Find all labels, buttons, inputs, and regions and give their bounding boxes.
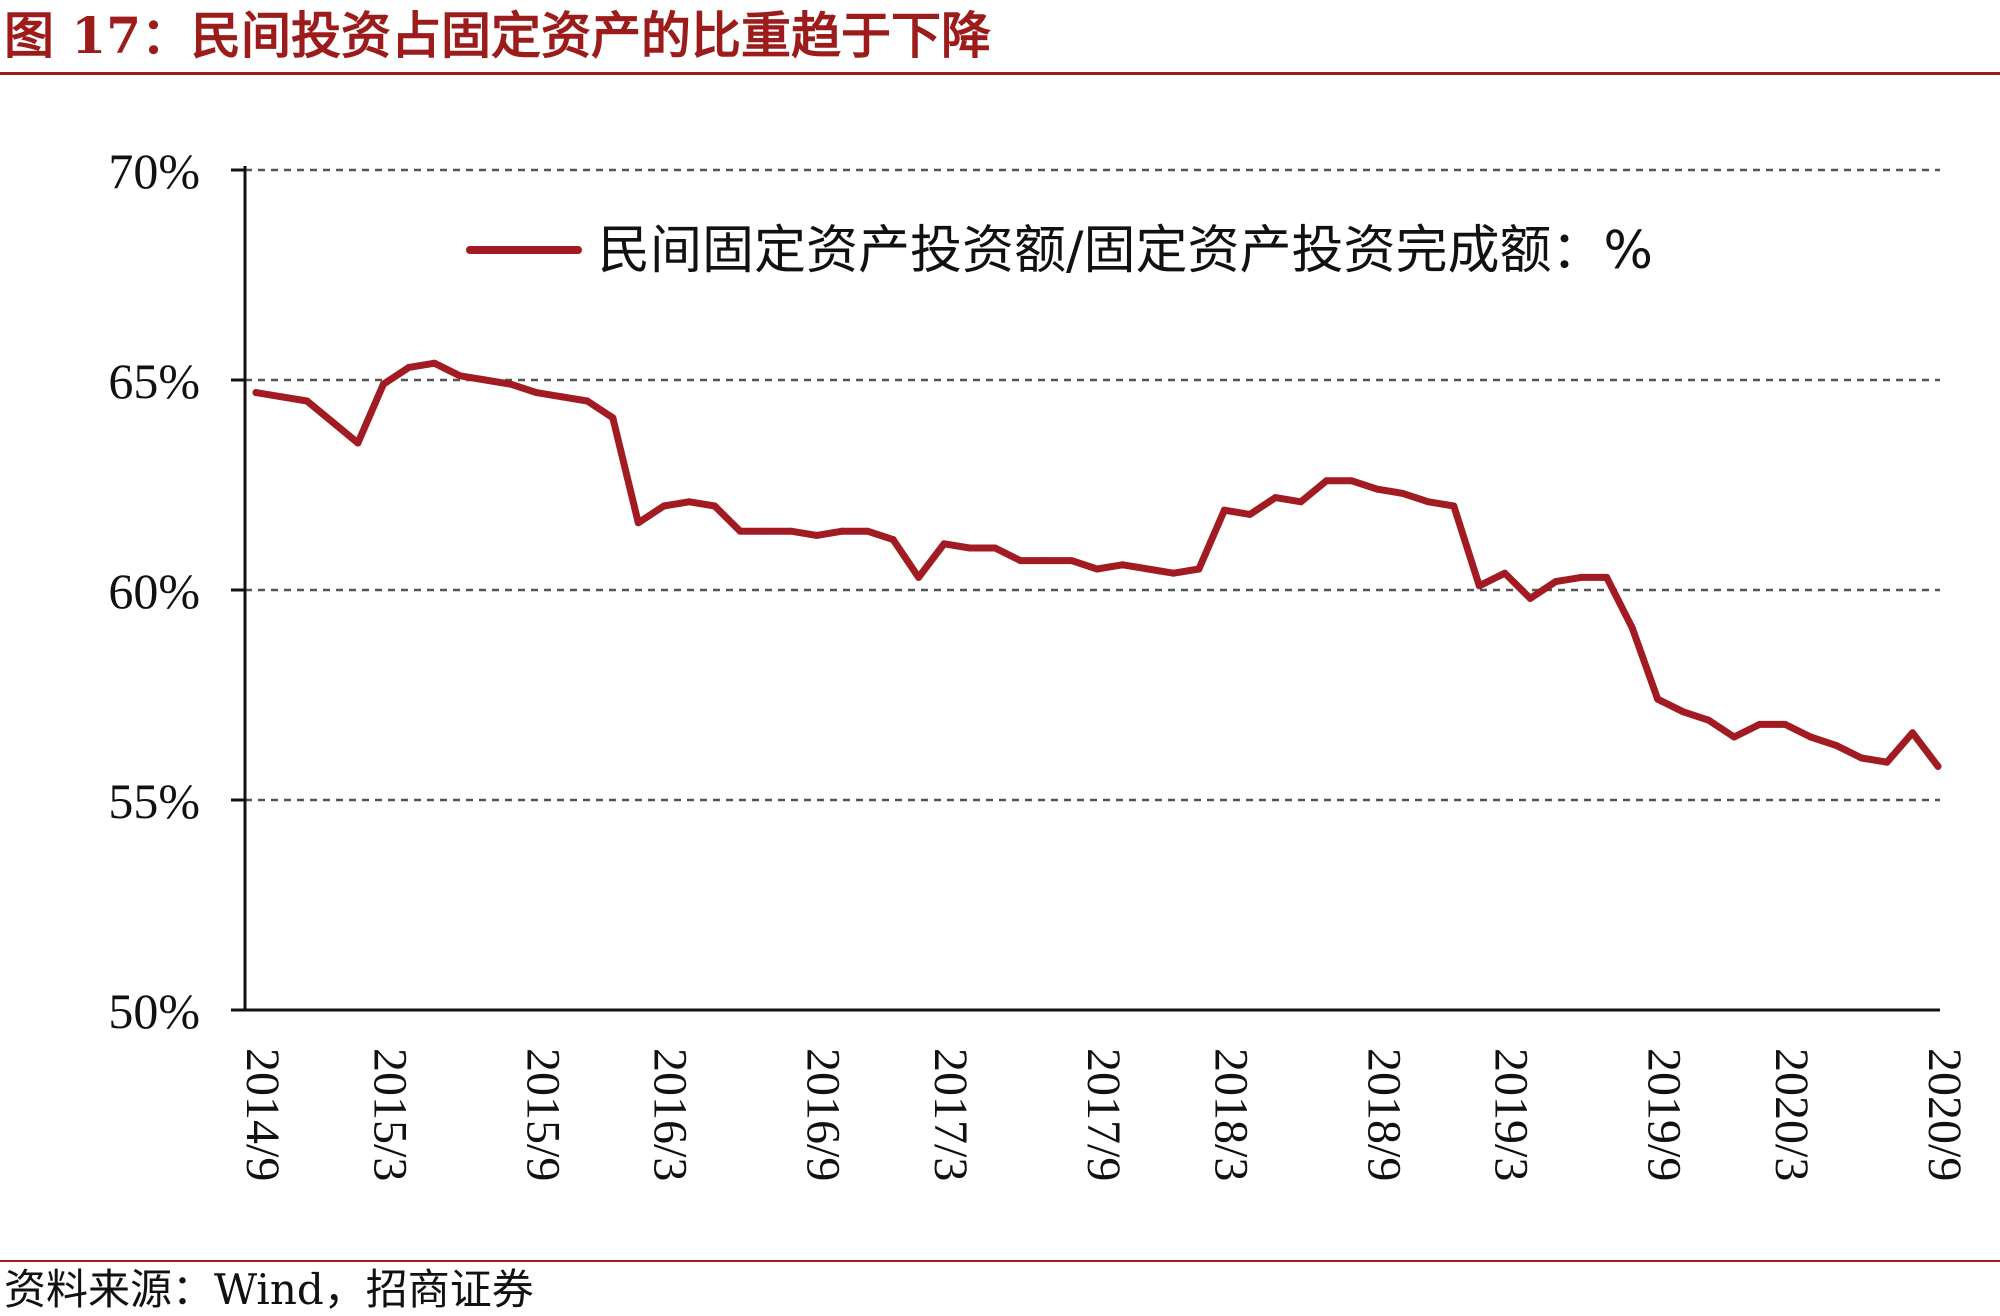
data-point: [736, 527, 744, 535]
data-point: [1807, 733, 1815, 741]
data-point: [456, 372, 464, 380]
x-tick-label: 2019/9: [1638, 1048, 1691, 1181]
data-point: [1118, 561, 1126, 569]
title-rule: [0, 72, 2000, 75]
data-point: [1068, 557, 1076, 565]
data-point: [532, 389, 540, 397]
y-tick-label: 65%: [108, 353, 200, 409]
data-point: [328, 418, 336, 426]
data-point: [1220, 506, 1228, 514]
y-tick-label: 60%: [108, 563, 200, 619]
data-point: [1934, 762, 1942, 770]
data-point: [1730, 733, 1738, 741]
data-point: [685, 498, 693, 506]
data-point: [1373, 485, 1381, 493]
data-point: [1577, 573, 1585, 581]
figure-title: 图 17：民间投资占固定资产的比重趋于下降: [4, 6, 991, 65]
data-point: [787, 527, 795, 535]
data-point: [1781, 720, 1789, 728]
data-point: [405, 363, 413, 371]
data-point: [711, 502, 719, 510]
data-point: [609, 414, 617, 422]
data-point: [1195, 565, 1203, 573]
source-note: 资料来源：Wind，招商证券: [4, 1265, 534, 1314]
data-point: [252, 389, 260, 397]
data-point: [966, 544, 974, 552]
data-point: [1679, 708, 1687, 716]
data-point: [1144, 565, 1152, 573]
x-tick-label: 2020/3: [1765, 1048, 1818, 1181]
x-axis-ticks: 2014/9 2015/3 2015/9 2016/3 2016/9 2017/3 2017…: [236, 1048, 1971, 1181]
y-tick-label: 50%: [108, 983, 200, 1039]
data-point: [1017, 557, 1025, 565]
data-point: [991, 544, 999, 552]
x-tick-label: 2014/9: [236, 1048, 289, 1181]
source-rule: [0, 1260, 2000, 1262]
data-point: [889, 536, 897, 544]
data-point: [634, 519, 642, 527]
data-point: [1552, 578, 1560, 586]
data-point: [864, 527, 872, 535]
data-point: [1654, 695, 1662, 703]
data-point: [277, 393, 285, 401]
x-tick-label: 2017/3: [924, 1048, 977, 1181]
data-point: [1399, 489, 1407, 497]
data-point: [1093, 565, 1101, 573]
data-point: [1475, 582, 1483, 590]
data-point: [1450, 502, 1458, 510]
data-point: [1042, 557, 1050, 565]
x-tick-label: 2019/3: [1485, 1048, 1538, 1181]
data-point: [1832, 741, 1840, 749]
x-tick-label: 2018/9: [1357, 1048, 1410, 1181]
data-point: [481, 376, 489, 384]
x-tick-label: 2020/9: [1918, 1048, 1971, 1181]
data-point: [1501, 569, 1509, 577]
data-point: [660, 502, 668, 510]
data-point: [838, 527, 846, 535]
data-point: [1322, 477, 1330, 485]
data-point: [430, 359, 438, 367]
y-tick-label: 70%: [108, 143, 200, 199]
data-point: [940, 540, 948, 548]
data-point: [1628, 624, 1636, 632]
data-point: [762, 527, 770, 535]
data-point: [1246, 510, 1254, 518]
data-point: [1603, 573, 1611, 581]
data-point: [507, 380, 515, 388]
x-tick-label: 2016/9: [797, 1048, 850, 1181]
series-line: [252, 359, 1942, 770]
data-point: [303, 397, 311, 405]
data-point: [1858, 754, 1866, 762]
data-point: [1297, 498, 1305, 506]
grid-lines: [245, 168, 1940, 802]
x-tick-label: 2016/3: [644, 1048, 697, 1181]
y-axis-ticks: 50% 55% 60% 65% 70%: [108, 143, 245, 1039]
x-tick-label: 2015/9: [516, 1048, 569, 1181]
data-point: [1883, 758, 1891, 766]
data-point: [1348, 477, 1356, 485]
legend: 民间固定资产投资额/固定资产投资完成额：%: [466, 221, 1653, 281]
data-point: [1271, 494, 1279, 502]
y-tick-label: 55%: [108, 773, 200, 829]
data-point: [354, 439, 362, 447]
data-point: [379, 380, 387, 388]
x-tick-label: 2018/3: [1204, 1048, 1257, 1181]
data-point: [915, 573, 923, 581]
legend-label: 民间固定资产投资额/固定资产投资完成额：%: [598, 221, 1653, 281]
x-tick-label: 2017/9: [1077, 1048, 1130, 1181]
data-point: [1169, 569, 1177, 577]
data-point: [813, 531, 821, 539]
series-layer: [252, 359, 1942, 770]
data-point: [583, 397, 591, 405]
axes: [243, 166, 1940, 1012]
data-point: [558, 393, 566, 401]
data-point: [1909, 729, 1917, 737]
data-point: [1705, 716, 1713, 724]
x-tick-label: 2015/3: [363, 1048, 416, 1181]
data-point: [1756, 720, 1764, 728]
data-point: [1526, 594, 1534, 602]
data-point: [1424, 498, 1432, 506]
